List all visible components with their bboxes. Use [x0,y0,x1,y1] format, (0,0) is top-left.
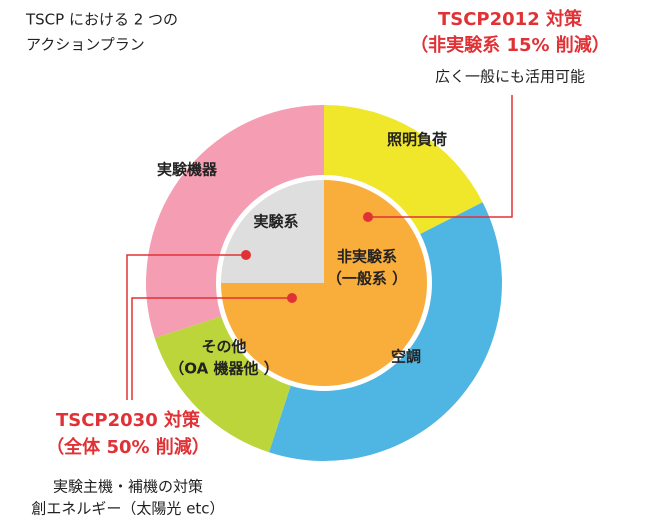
plan-title: （非実験系 15% 削減） [410,34,610,56]
plan-note: 創エネルギー（太陽光 etc） [31,500,224,518]
segment-label: その他 [201,338,246,356]
plan-note: 実験主機・補機の対策 [53,478,203,496]
plan-note: 広く一般にも活用可能 [435,68,585,86]
title: アクションプラン [26,36,145,54]
plan-title: TSCP2012 対策 [438,8,583,30]
title: TSCP における 2 つの [25,11,178,29]
segment-label: （OA 機器他 ） [169,360,278,378]
segment-label: （一般系 ） [327,270,407,288]
segment-label: 実験機器 [157,161,218,179]
inner-segment [221,180,427,386]
plan-title: （全体 50% 削減） [46,436,210,458]
leaders [126,95,513,400]
segment-label: 非実験系 [337,248,397,266]
dots [241,212,373,303]
segment-label: 空調 [391,348,421,366]
segment-label: 照明負荷 [387,131,447,149]
segment-label: 実験系 [253,213,298,231]
plan-title: TSCP2030 対策 [56,409,201,431]
